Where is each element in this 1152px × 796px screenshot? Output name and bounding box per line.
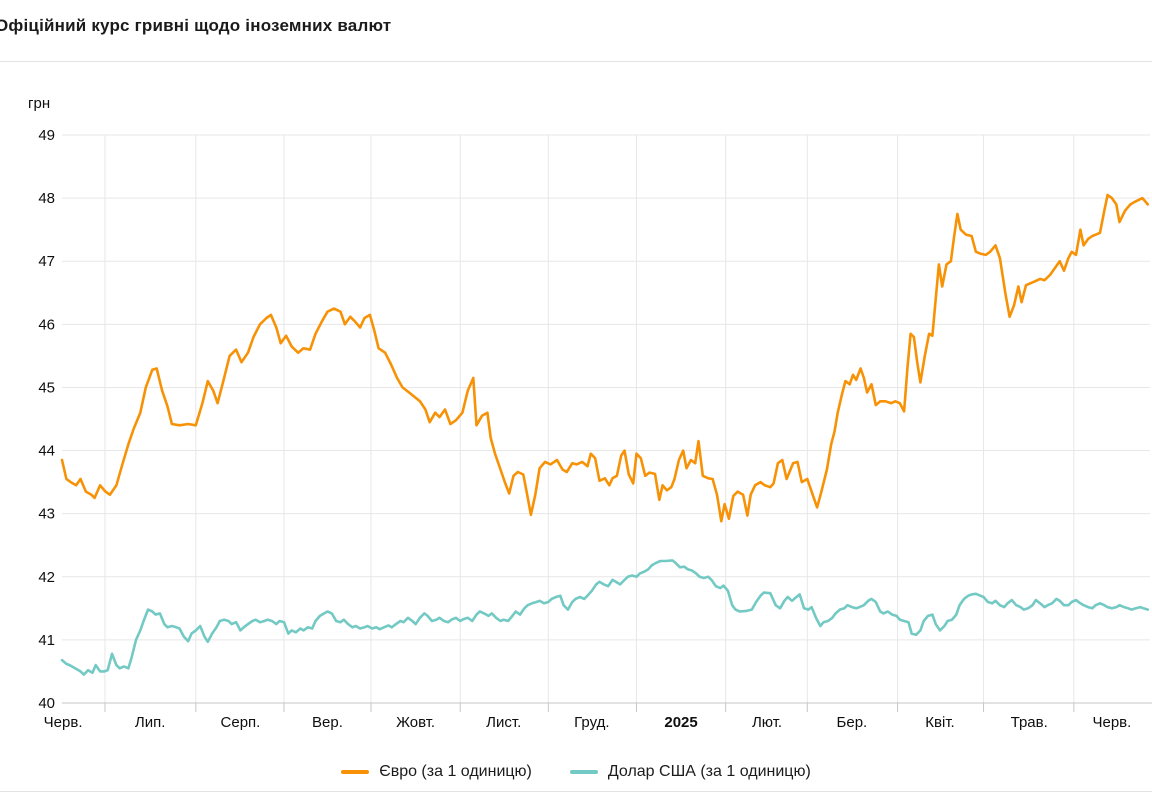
y-tick-label: 46 xyxy=(38,316,55,333)
y-tick-label: 44 xyxy=(38,443,55,460)
y-tick-label: 47 xyxy=(38,253,55,270)
page-title: Офіційний курс гривні щодо іноземних вал… xyxy=(0,16,392,35)
x-tick-label: Черв. xyxy=(1093,714,1132,731)
x-tick-label: Лист. xyxy=(486,714,521,731)
euro-line-swatch xyxy=(341,770,370,774)
x-tick-label: Жовт. xyxy=(396,714,435,731)
y-tick-label: 45 xyxy=(38,379,55,396)
page-header: Офіційний курс гривні щодо іноземних вал… xyxy=(0,0,1152,62)
x-tick-label: Вер. xyxy=(312,714,343,731)
y-tick-label: 42 xyxy=(38,569,55,586)
y-tick-label: 48 xyxy=(38,190,55,207)
x-tick-label: Бер. xyxy=(837,714,868,731)
legend-item-euro[interactable]: Євро (за 1 одиницю) xyxy=(341,763,532,781)
usd-line-swatch xyxy=(569,770,598,774)
legend-label-euro: Євро (за 1 одиницю) xyxy=(379,763,532,780)
legend-label-usd: Долар США (за 1 одиницю) xyxy=(607,763,811,780)
y-tick-label: 49 xyxy=(38,127,55,144)
x-tick-label: Лип. xyxy=(135,714,166,731)
x-tick-label: Трав. xyxy=(1011,714,1048,731)
y-tick-label: 43 xyxy=(38,506,55,523)
x-tick-label: Лют. xyxy=(752,714,782,731)
bottom-divider xyxy=(0,791,1152,792)
y-tick-label: 41 xyxy=(38,632,55,649)
euro-series-line xyxy=(60,193,1150,523)
x-tick-label: 2025 xyxy=(664,714,697,731)
x-tick-label: Серп. xyxy=(221,714,261,731)
y-axis-unit-label: грн xyxy=(28,95,51,112)
chart-legend: Євро (за 1 одиницю) Долар США (за 1 один… xyxy=(0,763,1152,781)
x-tick-label: Квіт. xyxy=(925,714,954,731)
legend-item-usd[interactable]: Долар США (за 1 одиницю) xyxy=(569,763,811,781)
x-tick-label: Черв. xyxy=(44,714,83,731)
usd-series-line xyxy=(60,559,1150,676)
y-tick-label: 40 xyxy=(38,695,55,712)
x-tick-label: Груд. xyxy=(574,714,609,731)
